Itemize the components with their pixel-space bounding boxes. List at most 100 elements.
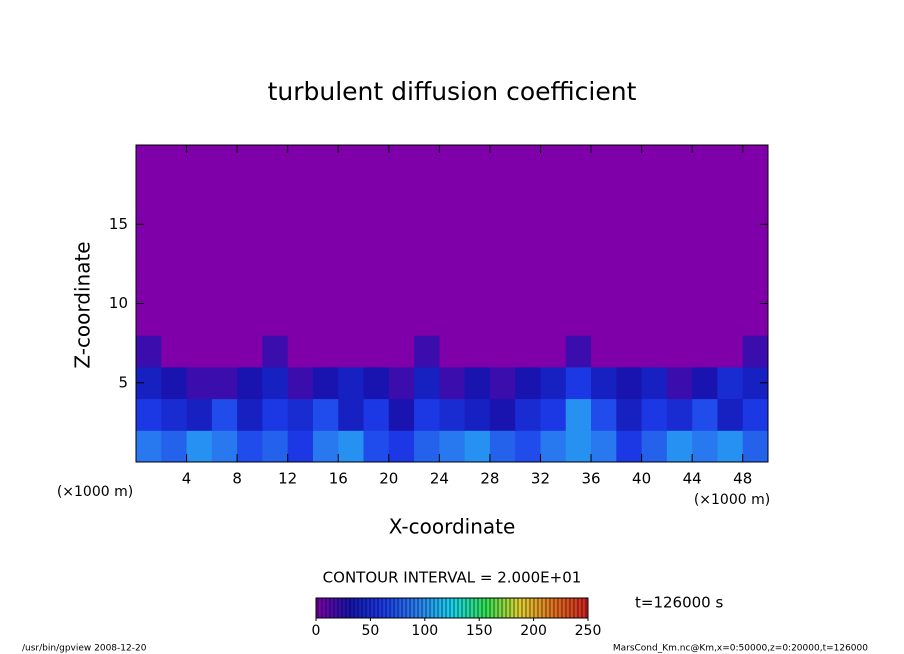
- chart-title: turbulent diffusion coefficient: [268, 77, 637, 106]
- field-cell: [565, 271, 592, 304]
- field-cell: [262, 398, 289, 431]
- field-cell: [388, 240, 415, 273]
- field-cell: [237, 430, 263, 463]
- field-cell: [489, 145, 516, 178]
- field-cell: [591, 176, 617, 209]
- field-cell: [262, 366, 289, 400]
- field-cell: [186, 366, 213, 400]
- field-cell: [616, 303, 643, 336]
- x-tick-label: 44: [683, 470, 702, 488]
- x-tick-label: 20: [379, 470, 398, 488]
- field-cell: [363, 271, 390, 304]
- field-cell: [237, 240, 263, 273]
- field-cell: [641, 176, 668, 209]
- field-cell: [262, 176, 289, 209]
- field-cell: [742, 145, 769, 178]
- y-tick-label: 5: [118, 373, 128, 391]
- field-cell: [312, 303, 339, 336]
- field-cell: [666, 145, 693, 178]
- field-cell: [439, 335, 466, 368]
- field-cell: [312, 271, 339, 304]
- field-cell: [186, 240, 213, 273]
- field-cell: [161, 398, 188, 431]
- time-label: t=126000 s: [635, 594, 723, 612]
- field-cell: [211, 145, 238, 178]
- field-cell: [287, 176, 314, 209]
- field-cell: [717, 430, 744, 463]
- field-cell: [464, 240, 491, 273]
- field-cell: [565, 366, 592, 400]
- field-cell: [161, 303, 188, 336]
- field-cell: [666, 208, 693, 241]
- field-cell: [338, 335, 365, 368]
- field-cell: [565, 208, 592, 241]
- field-cell: [262, 430, 289, 463]
- field-cell: [616, 208, 643, 241]
- field-cell: [540, 176, 567, 209]
- field-cell: [211, 430, 238, 463]
- field-cell: [186, 335, 213, 368]
- field-cell: [540, 271, 567, 304]
- field-cell: [186, 398, 213, 431]
- field-cell: [237, 335, 263, 368]
- field-cell: [312, 398, 339, 431]
- field-cell: [262, 271, 289, 304]
- footer-left: /usr/bin/gpview 2008-12-20: [22, 644, 147, 654]
- field-cell: [338, 240, 365, 273]
- field-cell: [211, 176, 238, 209]
- field-cell: [287, 271, 314, 304]
- field-cell: [515, 176, 541, 209]
- field-cell: [565, 430, 592, 463]
- field-cell: [237, 208, 263, 241]
- field-cell: [211, 335, 238, 368]
- field-cell: [338, 366, 365, 400]
- field-cell: [742, 240, 769, 273]
- field-cell: [439, 398, 466, 431]
- field-cell: [363, 208, 390, 241]
- field-cell: [641, 240, 668, 273]
- field-cell: [515, 303, 541, 336]
- field-cell: [161, 145, 188, 178]
- field-cell: [692, 366, 718, 400]
- field-cell: [262, 208, 289, 241]
- field-cell: [692, 398, 718, 431]
- field-cell: [287, 430, 314, 463]
- colorbar-tick-label: 150: [466, 623, 493, 639]
- x-tick-label: 24: [430, 470, 449, 488]
- field-cell: [186, 430, 213, 463]
- field-cell: [414, 335, 440, 368]
- field-cell: [363, 240, 390, 273]
- field-cell: [211, 271, 238, 304]
- field-cell: [540, 240, 567, 273]
- field-cell: [211, 208, 238, 241]
- field-cell: [616, 176, 643, 209]
- field-cell: [338, 176, 365, 209]
- field-cell: [464, 208, 491, 241]
- field-cell: [211, 398, 238, 431]
- field-cell: [161, 366, 188, 400]
- field-cell: [591, 271, 617, 304]
- field-cell: [338, 430, 365, 463]
- field-cell: [186, 176, 213, 209]
- field-cell: [287, 366, 314, 400]
- field-cell: [136, 271, 162, 304]
- field-cell: [666, 303, 693, 336]
- field-cell: [742, 335, 769, 368]
- field-cell: [692, 271, 718, 304]
- field-cell: [692, 176, 718, 209]
- field-cell: [287, 240, 314, 273]
- field-cell: [742, 176, 769, 209]
- field-cell: [464, 366, 491, 400]
- field-cell: [591, 145, 617, 178]
- field-cell: [237, 366, 263, 400]
- field-cell: [717, 303, 744, 336]
- field-cell: [565, 145, 592, 178]
- field-cell: [388, 335, 415, 368]
- field-cell: [388, 430, 415, 463]
- field-cell: [489, 430, 516, 463]
- field-cell: [464, 398, 491, 431]
- field-cell: [641, 208, 668, 241]
- field-cell: [161, 271, 188, 304]
- field-cell: [565, 398, 592, 431]
- field-cell: [464, 271, 491, 304]
